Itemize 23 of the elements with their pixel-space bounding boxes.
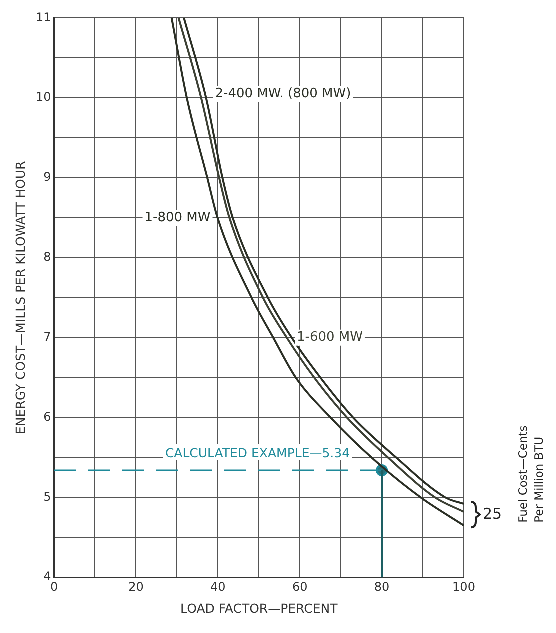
y-tick-label: 9 (44, 170, 52, 184)
x-tick-label: 100 (452, 580, 476, 594)
series-label: 1-600 MW (296, 330, 364, 346)
y-tick-label: 6 (44, 410, 52, 424)
text: 25 (483, 504, 502, 523)
y-axis-title: ENERGY COST—MILLS PER KILOWATT HOUR (12, 161, 28, 434)
series-label: 2-400 MW. (800 MW) (215, 86, 352, 102)
annotation: CALCULATED EXAMPLE—5.34 (165, 446, 350, 461)
text: Per Million BTU (532, 436, 546, 523)
y-tick-label: 8 (44, 250, 52, 264)
x-tick-label: 80 (374, 580, 390, 594)
y-tick-label: 7 (44, 330, 52, 344)
x-tick-label: 20 (128, 580, 144, 594)
y-tick-label: 5 (44, 490, 52, 504)
y-tick-label: 4 (44, 570, 52, 584)
y-tick-label: 10 (36, 90, 52, 104)
x-tick-label: 40 (210, 580, 226, 594)
x-tick-label: 60 (292, 580, 308, 594)
x-tick-label: 0 (50, 580, 58, 594)
text: Fuel Cost—Cents (516, 426, 530, 523)
x-axis-title: LOAD FACTOR—PERCENT (180, 600, 338, 616)
series-label: 1-800 MW (144, 210, 211, 226)
y-tick-label: 11 (36, 10, 52, 24)
